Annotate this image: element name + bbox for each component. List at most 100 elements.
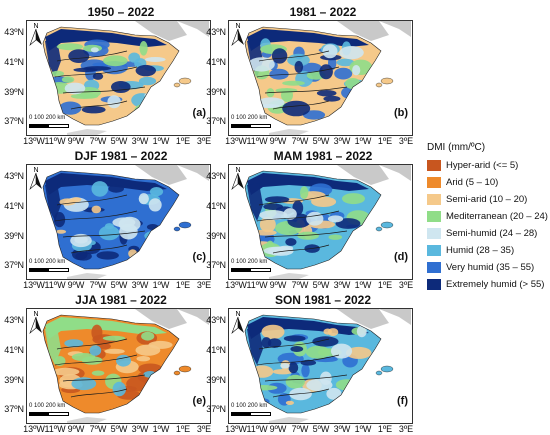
map-frame: N 0 100 200 km (f): [228, 308, 413, 424]
north-label: N: [33, 23, 38, 30]
map-frame: N 0 100 200 km (a): [26, 20, 211, 136]
map-frame: N 0 100 200 km (b): [228, 20, 413, 136]
panel-title: JJA 1981 – 2022: [75, 293, 167, 307]
legend-item-label: Arid (5 – 10): [446, 177, 499, 188]
panel-label: (f): [397, 395, 408, 407]
scale-label: 0 100 200 km: [231, 259, 268, 265]
scale-bar: 0 100 200 km: [29, 403, 89, 419]
balearic-islands: [178, 77, 192, 85]
lat-tick-label: 37ºN: [4, 404, 24, 414]
lon-tick-label: 3ºE: [196, 424, 212, 434]
lon-tick-label: 13ºW: [23, 136, 45, 146]
scale-bar: 0 100 200 km: [231, 115, 291, 131]
panel-label: (a): [192, 107, 206, 119]
iberia-map: [42, 21, 209, 135]
lat-tick-label: 43ºN: [206, 27, 226, 37]
lon-tick-label: 7ºW: [89, 280, 107, 290]
legend-item-label: Humid (28 – 35): [446, 245, 515, 256]
iberia-map: [244, 21, 411, 135]
scale-label: 0 100 200 km: [231, 115, 268, 121]
lon-tick-label: 5ºW: [312, 136, 330, 146]
legend-swatch: [427, 279, 441, 290]
map-panel: MAM 1981 – 2022 43ºN 41ºN 39ºN 37ºN N 0 10: [206, 149, 418, 291]
iberia-map: [244, 309, 411, 423]
france-region: [289, 21, 411, 41]
lon-tick-label: 7ºW: [291, 424, 309, 434]
legend-item: Very humid (35 – 55): [427, 259, 550, 276]
legend-item: Hyper-arid (<= 5): [427, 157, 550, 174]
lon-tick-label: 1ºE: [175, 424, 191, 434]
lon-tick-label: 1ºW: [152, 136, 170, 146]
lon-tick-label: 13ºW: [23, 424, 45, 434]
north-label: N: [235, 167, 240, 174]
lat-tick-label: 41ºN: [4, 345, 24, 355]
legend-item: Humid (28 – 35): [427, 242, 550, 259]
lon-tick-label: 1ºW: [152, 424, 170, 434]
scale-label: 0 100 200 km: [29, 403, 66, 409]
lon-tick-label: 3ºW: [131, 136, 149, 146]
legend-swatch: [427, 262, 441, 273]
lat-tick-label: 41ºN: [4, 57, 24, 67]
lat-tick-label: 37ºN: [4, 116, 24, 126]
lon-tick-label: 3ºE: [398, 280, 414, 290]
north-label: N: [235, 311, 240, 318]
basin-boundaries: [256, 50, 348, 110]
lon-tick-label: 9ºW: [269, 280, 287, 290]
iberia-map: [42, 165, 209, 279]
north-arrow-icon: N: [29, 167, 42, 190]
africa-region: [269, 129, 309, 135]
scale-bar: 0 100 200 km: [29, 115, 89, 131]
lon-tick-label: 3ºW: [131, 424, 149, 434]
lat-tick-label: 43ºN: [206, 171, 226, 181]
panel-title: 1981 – 2022: [289, 5, 357, 19]
france-region: [87, 21, 209, 41]
iberia-map: [244, 165, 411, 279]
lon-tick-label: 3ºW: [333, 280, 351, 290]
basin-boundaries: [54, 338, 146, 398]
lon-tick-label: 5ºW: [110, 280, 128, 290]
legend-swatch: [427, 211, 441, 222]
lon-tick-label: 7ºW: [291, 280, 309, 290]
balearic-islands: [178, 365, 192, 373]
iberia-map: [42, 309, 209, 423]
france-region: [289, 165, 411, 185]
basin-boundaries: [54, 50, 146, 110]
panel-label: (c): [192, 251, 206, 263]
lon-tick-label: 1ºW: [152, 280, 170, 290]
lon-tick-label: 1ºE: [377, 424, 393, 434]
legend-item: Arid (5 – 10): [427, 174, 550, 191]
north-label: N: [33, 311, 38, 318]
lon-tick-label: 3ºE: [196, 136, 212, 146]
north-arrow-icon: N: [29, 23, 42, 46]
balearic-islands: [380, 221, 394, 229]
lon-tick-label: 11ºW: [246, 136, 268, 146]
lat-tick-label: 39ºN: [206, 231, 226, 241]
legend-item-label: Semi-arid (10 – 20): [446, 194, 528, 205]
legend-swatch: [427, 177, 441, 188]
lat-tick-label: 41ºN: [4, 201, 24, 211]
legend-swatch: [427, 194, 441, 205]
lon-tick-label: 7ºW: [89, 136, 107, 146]
lon-tick-label: 13ºW: [23, 280, 45, 290]
lat-tick-label: 39ºN: [4, 375, 24, 385]
france-region: [289, 309, 411, 329]
legend-swatch: [427, 245, 441, 256]
map-panel: DJF 1981 – 2022 43ºN 41ºN 39ºN 37ºN N 0 10: [4, 149, 216, 291]
lon-tick-label: 9ºW: [67, 424, 85, 434]
lat-tick-label: 39ºN: [206, 375, 226, 385]
basin-boundaries: [54, 194, 146, 254]
lat-tick-label: 43ºN: [4, 171, 24, 181]
balearic-islands: [178, 221, 192, 229]
scale-label: 0 100 200 km: [29, 115, 66, 121]
scale-label: 0 100 200 km: [29, 259, 66, 265]
map-frame: N 0 100 200 km (e): [26, 308, 211, 424]
lon-tick-label: 7ºW: [89, 424, 107, 434]
map-frame: N 0 100 200 km (d): [228, 164, 413, 280]
lat-tick-label: 37ºN: [4, 260, 24, 270]
lat-tick-label: 41ºN: [206, 201, 226, 211]
scale-label: 0 100 200 km: [231, 403, 268, 409]
balearic-islands: [380, 365, 394, 373]
balearic-islands: [380, 77, 394, 85]
lat-tick-label: 37ºN: [206, 404, 226, 414]
lon-tick-label: 3ºE: [196, 280, 212, 290]
